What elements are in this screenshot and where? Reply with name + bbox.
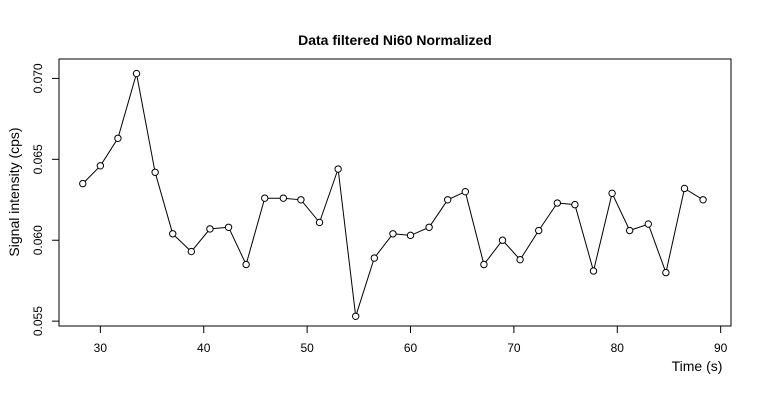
y-axis-label: Signal intensity (cps) (6, 127, 22, 256)
data-point (699, 196, 707, 204)
data-point (261, 194, 269, 202)
data-point (370, 254, 379, 262)
data-point (480, 260, 488, 269)
data-point (625, 226, 634, 235)
data-point (535, 226, 543, 235)
x-tick-label: 80 (611, 341, 625, 355)
data-point (334, 165, 342, 173)
x-tick-label: 90 (714, 341, 728, 355)
data-point (644, 220, 652, 228)
data-point (352, 312, 360, 320)
chart-title: Data filtered Ni60 Normalized (298, 32, 492, 48)
series-points (79, 69, 707, 320)
data-point (516, 255, 524, 264)
data-point (297, 196, 305, 204)
x-axis-label: Time (s) (672, 358, 723, 374)
data-point (608, 189, 616, 198)
y-axis: 0.055 0.060 0.065 0.070 (31, 63, 60, 336)
y-tick-label: 0.055 (31, 306, 45, 336)
data-point (224, 223, 233, 231)
data-point (406, 231, 415, 240)
data-point (132, 69, 141, 78)
data-point (114, 134, 122, 142)
x-axis: 30 40 50 60 70 80 90 (94, 325, 728, 355)
data-point (498, 236, 507, 244)
data-point (444, 196, 452, 204)
x-tick-label: 30 (94, 341, 108, 355)
data-point (589, 267, 598, 275)
plot-frame (58, 58, 732, 327)
x-tick-label: 70 (507, 341, 521, 355)
data-point (242, 260, 250, 269)
x-tick-label: 40 (197, 341, 211, 355)
x-tick-label: 50 (300, 341, 314, 355)
data-point (169, 230, 177, 238)
y-tick-label: 0.060 (31, 225, 45, 255)
data-point (96, 162, 105, 170)
y-tick-label: 0.070 (31, 63, 45, 93)
data-point (425, 223, 433, 231)
data-point (206, 225, 214, 233)
data-point (315, 218, 324, 227)
data-point (680, 184, 689, 193)
data-point (662, 268, 670, 277)
data-point (461, 187, 470, 196)
x-tick-label: 60 (404, 341, 418, 355)
data-point (553, 199, 562, 207)
y-tick-label: 0.065 (31, 144, 45, 174)
data-point (79, 179, 87, 188)
data-point (187, 247, 196, 256)
data-point (389, 230, 397, 238)
data-point (571, 200, 579, 209)
data-point (279, 194, 288, 202)
data-point (151, 168, 159, 176)
